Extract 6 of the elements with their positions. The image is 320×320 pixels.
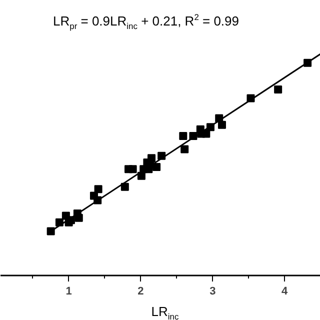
x-tick-label: 1 — [66, 286, 72, 298]
x-axis-title: LR$_{inc}$ — [151, 304, 179, 320]
x-tick-label: 3 — [210, 286, 216, 298]
text: LR$_{pr}$ = 0.9LR$_{inc}$ + 0.21, R$^{2}$ = 0.99 — [53, 11, 240, 32]
x-tick-label: 2 — [138, 286, 144, 298]
x-tick-label: 4 — [281, 286, 288, 298]
